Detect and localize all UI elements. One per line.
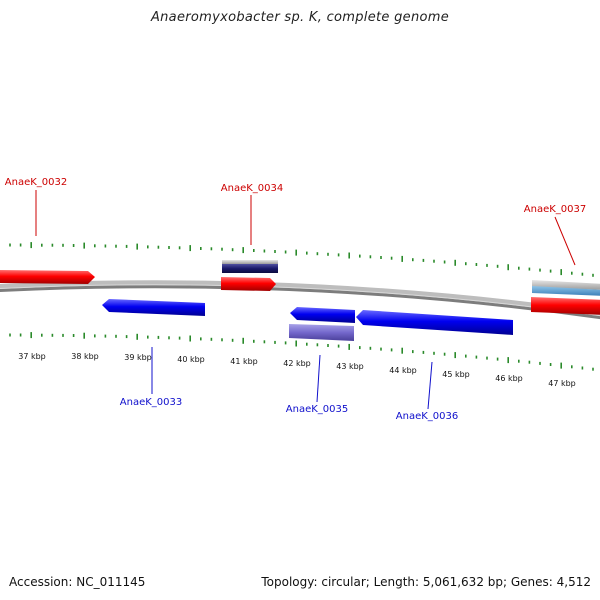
scale-label: 39 kbp (124, 353, 152, 362)
gene-anaek-0032-arrow[interactable] (0, 270, 95, 284)
gene-label-anaek-0037[interactable]: AnaeK_0037 (524, 204, 586, 215)
scale-label: 43 kbp (336, 362, 364, 371)
gene-anaek-0035-block[interactable] (289, 307, 355, 341)
scale-label: 42 kbp (283, 359, 311, 368)
backbone (0, 285, 600, 320)
gene-anaek-0034-block[interactable] (221, 260, 278, 291)
scale-label: 40 kbp (177, 355, 205, 364)
genome-summary-text: Topology: circular; Length: 5,061,632 bp… (261, 575, 591, 589)
gene-label-anaek-0035[interactable]: AnaeK_0035 (286, 404, 348, 415)
backbone-highlight (0, 284, 600, 317)
gene-anaek-0037-block[interactable] (531, 280, 600, 315)
scale-label: 45 kbp (442, 370, 470, 379)
backbone-shadow (0, 280, 600, 319)
scale-label: 41 kbp (230, 357, 258, 366)
reverse-tick-row (9, 332, 594, 371)
gene-label-anaek-0032[interactable]: AnaeK_0032 (5, 177, 67, 188)
label-line-anaek-0035 (316, 354, 321, 403)
gene-anaek-0036-arrow[interactable] (356, 310, 513, 335)
accession-text: Accession: NC_011145 (9, 575, 146, 589)
scale-label: 46 kbp (495, 374, 523, 383)
scale-labels: 37 kbp 38 kbp 39 kbp 40 kbp 41 kbp 42 kb… (18, 352, 576, 388)
forward-tick-row (9, 242, 594, 277)
label-line-anaek-0037 (554, 216, 576, 266)
gene-label-anaek-0034[interactable]: AnaeK_0034 (221, 183, 283, 194)
gene-label-anaek-0033[interactable]: AnaeK_0033 (120, 397, 182, 408)
scale-label: 44 kbp (389, 366, 417, 375)
map-title: Anaeromyxobacter sp. K, complete genome (150, 10, 450, 25)
gene-anaek-0033-arrow[interactable] (102, 299, 205, 316)
label-line-anaek-0036 (427, 361, 433, 410)
scale-label: 47 kbp (548, 379, 576, 388)
scale-label: 38 kbp (71, 352, 99, 361)
scale-label: 37 kbp (18, 352, 46, 361)
gene-label-anaek-0036[interactable]: AnaeK_0036 (396, 411, 458, 422)
